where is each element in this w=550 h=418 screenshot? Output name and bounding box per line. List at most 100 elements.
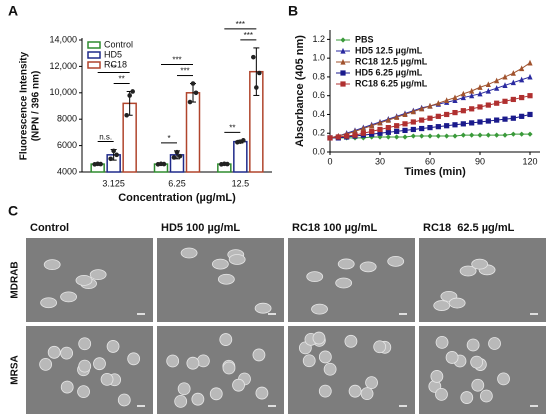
- y-axis-label: Fluorescence Intensity: [19, 51, 30, 160]
- cell: [47, 345, 61, 359]
- column-label: RC18 62.5 µg/mL: [423, 222, 515, 234]
- marker: [410, 119, 416, 125]
- significance-label: **: [229, 123, 235, 132]
- data-point: [161, 161, 167, 167]
- row-label: MRSA: [10, 355, 21, 384]
- marker: [419, 117, 425, 123]
- cell: [497, 372, 510, 386]
- marker: [394, 123, 400, 129]
- cell: [323, 362, 337, 376]
- cell: [75, 274, 93, 286]
- marker: [394, 134, 400, 140]
- marker: [444, 123, 450, 129]
- cell: [488, 337, 501, 350]
- data-point: [190, 81, 196, 86]
- cell: [166, 354, 180, 368]
- significance-label: ***: [244, 31, 253, 40]
- marker: [327, 135, 333, 141]
- marker: [510, 131, 516, 137]
- cell: [174, 394, 188, 408]
- cell: [373, 340, 387, 354]
- data-point: [187, 99, 193, 105]
- marker: [385, 116, 391, 123]
- marker: [340, 37, 346, 43]
- significance-label: ***: [180, 67, 189, 76]
- cell: [177, 382, 191, 396]
- micrograph: [288, 238, 415, 322]
- y-tick-label: 1.0: [312, 53, 325, 63]
- data-point: [130, 89, 135, 94]
- marker: [369, 131, 375, 137]
- legend-swatch: [87, 41, 101, 49]
- cell: [232, 378, 245, 392]
- y-axis-label: (NPN / 396 nm): [31, 71, 42, 142]
- data-point: [254, 85, 259, 90]
- marker: [460, 121, 466, 127]
- marker: [452, 133, 458, 139]
- marker: [494, 132, 500, 138]
- y-tick-label: 8000: [57, 114, 77, 124]
- marker: [485, 118, 491, 124]
- marker: [394, 128, 400, 134]
- cell: [222, 361, 236, 375]
- x-axis-label: Times (min): [404, 166, 466, 178]
- marker: [427, 102, 433, 109]
- cell: [430, 370, 444, 383]
- marker: [402, 134, 408, 140]
- cell: [306, 271, 324, 283]
- cell: [435, 335, 449, 349]
- marker: [502, 82, 508, 88]
- legend-label: RC18 6.25 µg/mL: [355, 78, 428, 88]
- data-point: [124, 112, 129, 118]
- cell: [196, 354, 210, 368]
- panel-label: C: [8, 203, 18, 219]
- cell: [348, 384, 362, 398]
- marker: [340, 47, 346, 54]
- marker: [460, 132, 466, 138]
- marker: [469, 120, 475, 126]
- x-tick-label: 120: [522, 156, 537, 166]
- cell: [60, 291, 77, 303]
- marker: [477, 90, 483, 97]
- marker: [377, 130, 383, 136]
- cell: [39, 357, 53, 371]
- cell: [254, 302, 272, 314]
- marker: [385, 129, 391, 135]
- y-tick-label: 12,000: [49, 61, 77, 71]
- cell: [311, 303, 328, 315]
- y-tick-label: 0.0: [312, 146, 325, 156]
- cell: [471, 258, 489, 270]
- marker: [394, 114, 400, 120]
- marker: [510, 96, 516, 103]
- cell: [359, 261, 377, 273]
- x-tick-label: 90: [475, 156, 485, 166]
- data-point: [177, 153, 183, 159]
- cell: [470, 355, 484, 369]
- marker: [410, 108, 416, 115]
- y-tick-label: 0.8: [312, 71, 325, 81]
- legend-swatch: [87, 61, 101, 69]
- data-point: [98, 161, 103, 167]
- cell: [435, 387, 448, 401]
- y-tick-label: 4000: [57, 166, 77, 176]
- cell: [89, 269, 107, 281]
- cell: [77, 385, 90, 399]
- cell: [335, 277, 353, 289]
- y-tick-label: 10,000: [49, 87, 77, 97]
- panel-label: B: [288, 3, 298, 19]
- cell: [127, 352, 141, 366]
- marker: [485, 102, 491, 108]
- data-point: [193, 90, 199, 96]
- marker: [444, 111, 450, 118]
- marker: [385, 134, 391, 140]
- marker: [469, 132, 475, 138]
- marker: [335, 134, 341, 140]
- legend-label: HD5: [104, 49, 122, 59]
- cell: [180, 247, 198, 259]
- marker: [427, 125, 433, 131]
- column-label: RC18 100 µg/mL: [292, 222, 377, 234]
- cell: [466, 338, 480, 352]
- legend-label: PBS: [355, 34, 374, 44]
- significance-label: ***: [172, 56, 181, 65]
